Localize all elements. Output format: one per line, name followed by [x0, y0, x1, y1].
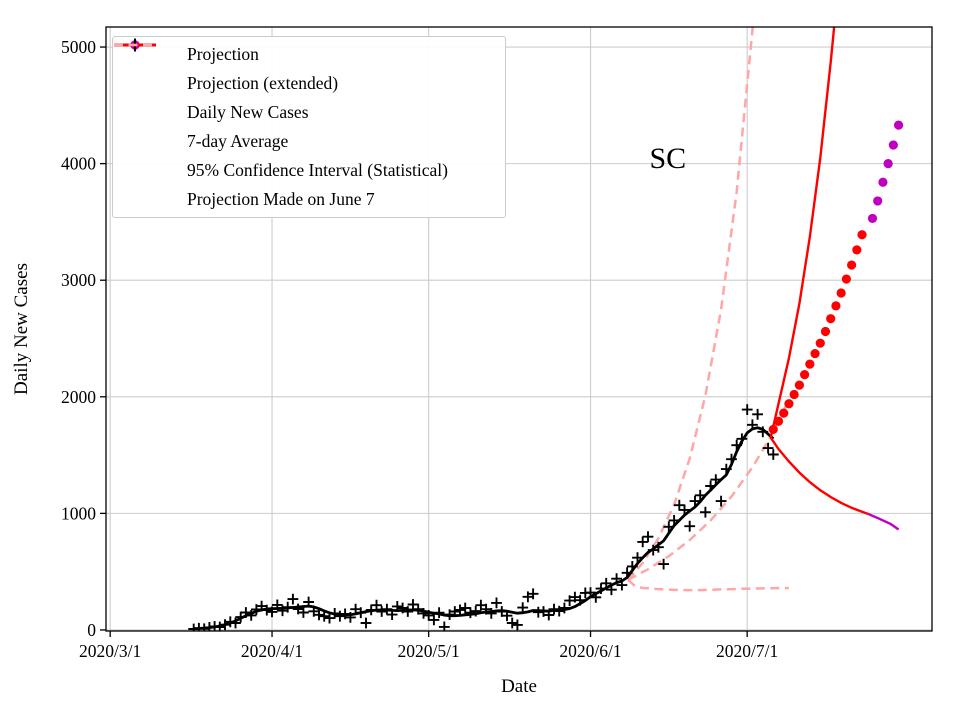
projection-dot [852, 245, 862, 255]
series-layer [188, 27, 904, 631]
june7-central-dashed-line [627, 399, 791, 581]
legend-label: Daily New Cases [187, 102, 309, 122]
projection-extended-dot [888, 140, 898, 150]
legend-marker-dot-icon [127, 40, 171, 92]
projection-dot [768, 424, 778, 435]
x-axis-label: Date [501, 676, 537, 697]
june7-lower-dashed-line [627, 578, 789, 592]
projection-dot [815, 338, 825, 348]
y-tick-label: 3000 [61, 270, 96, 290]
legend-item-3: 7-day Average [113, 43, 505, 156]
y-tick-label: 0 [87, 620, 96, 640]
legend: Projection Projection (extended) Daily New… [112, 36, 506, 218]
legend-label: Projection [187, 44, 259, 64]
y-axis-label: Daily New Cases [11, 263, 32, 395]
projection-dot [773, 416, 784, 426]
projection-dot [800, 370, 810, 380]
projection-dot [846, 260, 857, 270]
legend-label: 7-day Average [187, 131, 289, 151]
legend-label: 95% Confidence Interval (Statistical) [187, 160, 448, 180]
projection-dot [810, 349, 820, 359]
legend-label: Projection Made on June 7 [187, 189, 375, 209]
projection-extended-dot [867, 213, 878, 224]
ci-lower-line [769, 436, 869, 516]
legend-item-1: Projection (extended) [113, 40, 505, 98]
projection-dot [841, 274, 851, 284]
ci-lower-extended-line [867, 512, 900, 531]
projection-dot [779, 408, 789, 418]
june7-upper-dashed-line [627, 27, 754, 581]
projection-dot [831, 301, 841, 311]
y-tick-label: 2000 [61, 387, 96, 407]
projection-dot [857, 230, 867, 240]
projection-dot [836, 288, 846, 298]
projection-extended-dot [878, 177, 888, 187]
legend-marker-line-icon [114, 43, 171, 179]
x-tick-label: 2020/7/1 [716, 641, 778, 661]
y-tick-label: 4000 [61, 154, 96, 174]
x-tick-label: 2020/3/1 [79, 641, 141, 661]
x-tick-label: 2020/6/1 [559, 641, 621, 661]
projection-dot [789, 389, 799, 400]
legend-marker-dashed-icon [114, 43, 171, 208]
daily-new-cases-markers [188, 404, 779, 631]
axes-layer: 2020/3/1 2020/4/1 2020/5/1 2020/6/1 2020/7/1… [61, 26, 933, 661]
legend-label: Projection (extended) [187, 73, 339, 93]
x-tick-label: 2020/4/1 [241, 641, 303, 661]
y-tick-label: 1000 [61, 503, 96, 523]
y-tick-label: 5000 [61, 37, 96, 57]
projection-dot [805, 359, 815, 369]
legend-item-4: 95% Confidence Interval (Statistical) [113, 43, 505, 185]
ci-upper-line [769, 27, 836, 438]
projection-extended-dot [873, 196, 883, 206]
legend-item-0: Projection [113, 40, 505, 69]
avg-7day-line [193, 426, 775, 631]
legend-marker-plus-icon [127, 38, 171, 121]
projection-dot [794, 380, 804, 390]
projection-dot [826, 314, 836, 324]
projection-extended-dot [883, 159, 893, 169]
projection-dot [784, 399, 794, 409]
projection-extended-dot [893, 120, 904, 130]
legend-item-2: Daily New Cases [113, 38, 505, 127]
plot-border [105, 26, 933, 632]
legend-marker-line-icon [114, 43, 171, 150]
projection-dot [820, 326, 831, 337]
x-tick-label: 2020/5/1 [398, 641, 460, 661]
legend-item-5: Projection Made on June 7 [113, 43, 505, 214]
state-annotation: SC [649, 142, 686, 175]
